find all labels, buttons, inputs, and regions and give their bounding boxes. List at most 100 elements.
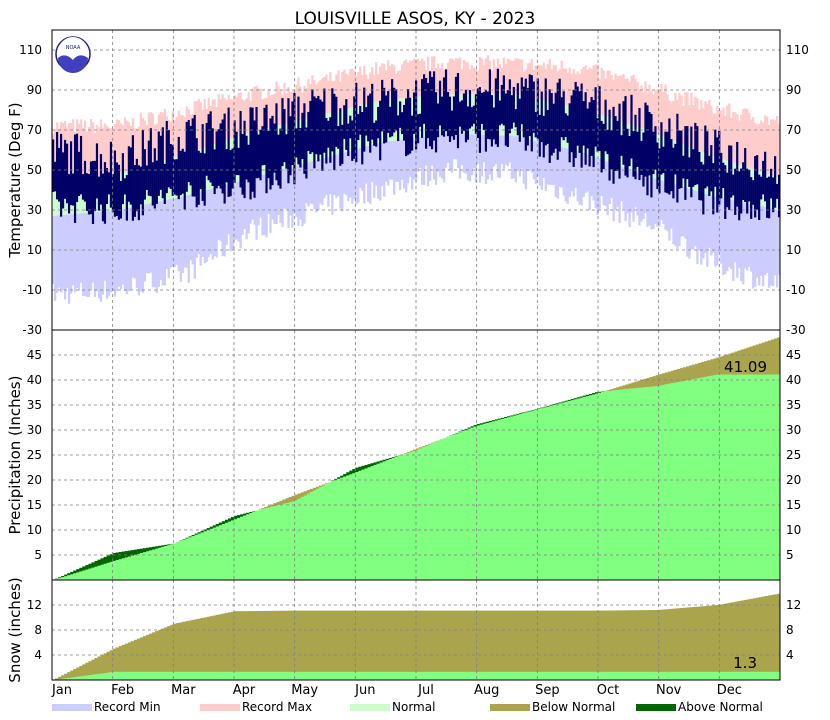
cumulative-base-bar bbox=[143, 552, 147, 580]
cumulative-base-bar bbox=[340, 671, 344, 680]
record-min-bar bbox=[263, 128, 266, 236]
above-normal-bar bbox=[376, 461, 380, 464]
observed-temp-bar bbox=[424, 77, 428, 149]
record-max-bar bbox=[648, 84, 651, 131]
below-normal-bar bbox=[309, 610, 314, 672]
cumulative-base-bar bbox=[476, 425, 481, 580]
below-normal-bar bbox=[115, 647, 120, 672]
observed-temp-bar bbox=[361, 112, 364, 165]
record-max-bar bbox=[199, 101, 202, 149]
cumulative-base-bar bbox=[182, 539, 186, 580]
record-min-bar bbox=[387, 99, 390, 186]
record-max-bar bbox=[393, 65, 396, 99]
record-min-bar bbox=[131, 169, 135, 278]
observed-temp-bar bbox=[191, 118, 194, 197]
observed-temp-bar bbox=[341, 124, 344, 164]
below-normal-bar bbox=[631, 610, 635, 672]
below-normal-bar bbox=[412, 449, 417, 451]
above-normal-bar bbox=[519, 413, 523, 414]
observed-temp-bar bbox=[446, 92, 450, 137]
observed-temp-bar bbox=[730, 145, 733, 198]
cumulative-base-bar bbox=[255, 671, 259, 680]
record-min-bar bbox=[628, 124, 631, 228]
record-min-bar bbox=[297, 120, 300, 226]
below-normal-bar bbox=[679, 608, 684, 672]
record-min-bar bbox=[606, 116, 609, 216]
record-max-bar bbox=[83, 120, 87, 180]
record-max-bar bbox=[462, 60, 466, 94]
below-normal-bar bbox=[94, 658, 98, 675]
observed-temp-bar bbox=[496, 68, 499, 148]
observed-temp-bar bbox=[742, 162, 745, 200]
cumulative-base-bar bbox=[97, 565, 101, 580]
observed-temp-bar bbox=[273, 123, 276, 173]
cumulative-base-bar bbox=[682, 380, 687, 580]
cumulative-base-bar bbox=[422, 447, 426, 580]
cumulative-base-bar bbox=[121, 558, 126, 580]
cumulative-base-bar bbox=[440, 671, 444, 680]
below-normal-bar bbox=[221, 613, 226, 672]
cumulative-base-bar bbox=[588, 395, 593, 580]
observed-temp-bar bbox=[628, 136, 631, 167]
cumulative-base-bar bbox=[400, 454, 405, 580]
record-max-bar bbox=[740, 114, 743, 166]
record-min-bar bbox=[403, 98, 406, 189]
record-min-bar bbox=[123, 172, 127, 292]
above-normal-bar bbox=[97, 559, 101, 566]
cumulative-base-bar bbox=[513, 671, 517, 680]
cumulative-base-bar bbox=[467, 671, 471, 680]
above-normal-bar bbox=[61, 575, 65, 578]
observed-temp-bar bbox=[476, 88, 480, 139]
record-max-bar bbox=[347, 74, 350, 109]
above-normal-bar bbox=[94, 561, 98, 567]
observed-temp-bar bbox=[600, 120, 603, 173]
below-normal-bar bbox=[261, 610, 265, 672]
record-max-bar bbox=[600, 67, 603, 115]
below-normal-bar bbox=[294, 610, 299, 672]
below-normal-bar bbox=[667, 609, 672, 672]
cumulative-base-bar bbox=[764, 671, 769, 680]
below-normal-bar bbox=[173, 623, 177, 672]
below-normal-bar bbox=[282, 499, 286, 504]
observed-temp-bar bbox=[289, 116, 292, 176]
cumulative-base-bar bbox=[297, 671, 302, 680]
record-max-bar bbox=[267, 89, 270, 128]
record-max-bar bbox=[738, 120, 741, 165]
below-normal-bar bbox=[276, 501, 280, 506]
cumulative-base-bar bbox=[652, 671, 657, 680]
below-normal-bar bbox=[743, 348, 748, 375]
record-max-bar bbox=[409, 60, 412, 98]
cumulative-base-bar bbox=[661, 384, 666, 580]
cumulative-base-bar bbox=[130, 555, 135, 580]
record-min-bar bbox=[698, 150, 701, 251]
record-max-bar bbox=[722, 107, 725, 160]
observed-temp-bar bbox=[259, 129, 262, 181]
above-normal-bar bbox=[343, 473, 347, 477]
observed-temp-bar bbox=[185, 121, 188, 192]
record-min-bar bbox=[169, 158, 172, 268]
observed-temp-bar bbox=[720, 152, 723, 199]
record-max-bar bbox=[526, 63, 529, 97]
observed-temp-bar bbox=[149, 128, 152, 197]
y-tick-label: 40 bbox=[27, 373, 42, 387]
cumulative-base-bar bbox=[670, 383, 675, 580]
observed-temp-bar bbox=[65, 143, 69, 204]
observed-temp-bar bbox=[728, 145, 731, 210]
observed-temp-bar bbox=[247, 144, 250, 183]
observed-temp-bar bbox=[752, 180, 755, 205]
cumulative-base-bar bbox=[488, 422, 493, 580]
observed-temp-bar bbox=[411, 115, 414, 151]
observed-temp-bar bbox=[632, 131, 635, 177]
observed-temp-bar bbox=[133, 165, 136, 217]
observed-temp-bar bbox=[187, 120, 190, 183]
above-normal-bar bbox=[155, 546, 159, 549]
above-normal-bar bbox=[528, 410, 532, 412]
observed-temp-bar bbox=[63, 139, 67, 199]
cumulative-base-bar bbox=[112, 560, 117, 580]
cumulative-base-bar bbox=[67, 575, 71, 580]
observed-temp-bar bbox=[281, 98, 284, 167]
record-max-bar bbox=[692, 104, 695, 149]
observed-temp-bar bbox=[287, 98, 290, 184]
observed-temp-bar bbox=[75, 133, 79, 203]
cumulative-base-bar bbox=[746, 671, 751, 680]
